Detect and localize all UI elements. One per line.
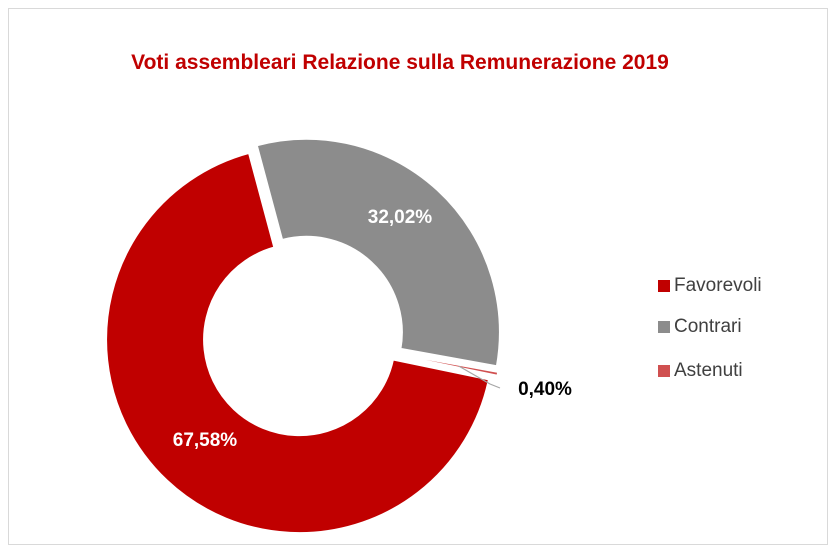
legend-label: Astenuti — [674, 360, 743, 381]
data-label: 32,02% — [368, 207, 433, 228]
donut-slice — [254, 136, 502, 369]
chart-title: Voti assembleari Relazione sulla Remuner… — [131, 51, 669, 74]
leader-line — [458, 365, 501, 389]
donut-slice — [399, 352, 501, 379]
legend-swatch — [658, 321, 670, 333]
legend-swatch — [658, 280, 670, 292]
data-label: 0,40% — [518, 379, 572, 400]
data-label: 67,58% — [173, 430, 238, 451]
legend-label: Contrari — [674, 316, 742, 337]
donut-slice — [104, 150, 492, 536]
legend-swatch — [658, 365, 670, 377]
legend-label: Favorevoli — [674, 275, 762, 296]
